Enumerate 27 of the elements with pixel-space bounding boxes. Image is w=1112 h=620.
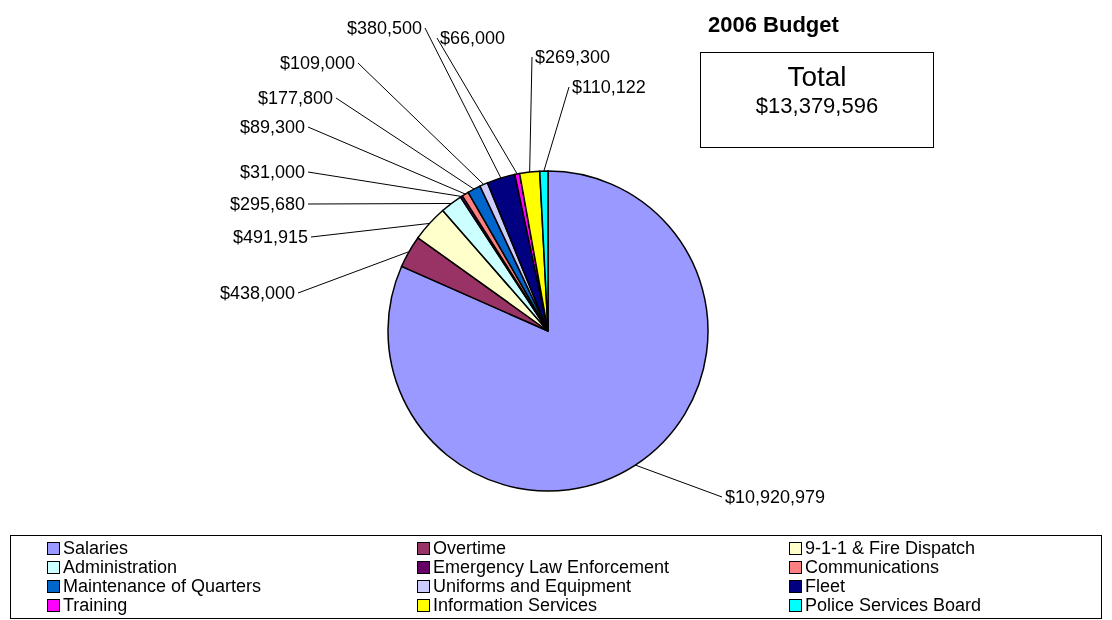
legend-label: Training [63,595,128,615]
text: Total [786,61,848,93]
data-label: $10,920,979 [725,487,826,507]
data-label: $269,300 [535,47,611,67]
legend-label: 9-1-1 & Fire Dispatch [805,538,976,558]
data-label: $31,000 [239,162,305,182]
data-label: $109,000 [279,53,355,73]
data-label: $380,500 [346,18,422,38]
legend-label: Fleet [805,576,846,596]
data-label: $66,000 [440,28,506,48]
legend-label: Communications [805,557,940,577]
data-label: $177,800 [257,88,333,108]
chart-title: 2006 Budget [708,12,839,38]
data-label: $89,300 [239,117,305,137]
data-label: $438,000 [219,283,295,303]
legend-label: Uniforms and Equipment [433,576,632,596]
text: $13,379,596 [754,93,880,119]
legend-label: Information Services [433,595,598,615]
data-label: $295,680 [229,194,305,214]
data-label: $491,915 [232,227,308,247]
legend-label: Administration [63,557,178,577]
legend-label: Emergency Law Enforcement [433,557,670,577]
legend-label: Salaries [63,538,129,558]
legend-label: Police Services Board [805,595,982,615]
legend-label: Maintenance of Quarters [63,576,262,596]
data-label: $110,122 [572,77,646,97]
legend-label: Overtime [433,538,507,558]
